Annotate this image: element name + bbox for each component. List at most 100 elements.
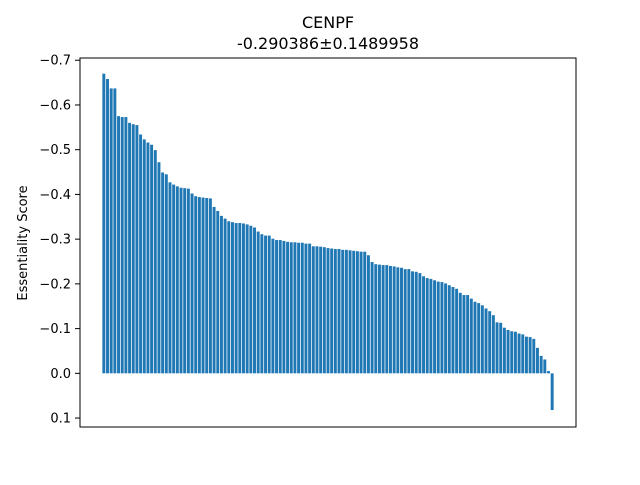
bar (499, 322, 503, 374)
bar (348, 250, 352, 374)
bar (142, 139, 146, 374)
bar (326, 248, 330, 374)
bar (392, 266, 396, 374)
bar (216, 210, 220, 374)
bar (440, 282, 444, 374)
bar (462, 295, 466, 374)
y-tick-label: −0.3 (39, 233, 71, 248)
bar (308, 243, 312, 374)
bar (249, 225, 253, 374)
bar (502, 327, 506, 374)
bar (433, 280, 437, 374)
bar (400, 267, 403, 374)
bar (175, 186, 179, 374)
bar (168, 182, 172, 374)
bar (521, 334, 525, 374)
bar (139, 134, 143, 374)
bar (344, 249, 348, 374)
bar (264, 235, 267, 374)
bar (458, 292, 462, 374)
bar (517, 333, 521, 374)
bar (370, 261, 374, 374)
y-tick-label: −0.4 (39, 188, 71, 203)
bar (495, 322, 499, 374)
bar (352, 250, 356, 374)
bar (227, 221, 231, 374)
bar (359, 251, 363, 374)
bar (366, 255, 370, 374)
bar (319, 246, 323, 374)
bar (186, 188, 190, 374)
bar (532, 338, 536, 374)
bar (447, 285, 451, 374)
y-tick-label: −0.2 (39, 277, 71, 292)
bar (286, 241, 290, 374)
bar (267, 235, 271, 374)
bar (418, 273, 422, 374)
bar (524, 336, 528, 374)
y-axis-ticks: 0.1 0.0 −0.1 −0.2 −0.3 −0.4 −0.5 −0.6 −0.7 (39, 54, 80, 427)
bar (128, 122, 132, 374)
bar (480, 305, 484, 374)
bar (300, 242, 304, 374)
y-tick-label: 0.0 (50, 367, 71, 382)
bar (194, 196, 198, 374)
bar (363, 251, 367, 374)
bar (289, 242, 293, 374)
bar (282, 240, 286, 374)
plot-frame (79, 57, 577, 428)
bar (117, 116, 121, 374)
bar (113, 88, 117, 374)
bar (205, 198, 209, 374)
bar (451, 287, 455, 374)
bar (333, 248, 337, 374)
bar (469, 298, 473, 374)
bar (550, 373, 554, 411)
bar (407, 269, 411, 374)
bar (124, 117, 128, 374)
y-tick-label: −0.5 (39, 143, 71, 158)
bar (102, 73, 106, 374)
bar (297, 242, 301, 374)
bar (488, 311, 492, 374)
y-tick-label: 0.1 (50, 412, 71, 427)
bar (212, 206, 216, 374)
y-tick-label: −0.7 (39, 54, 71, 69)
bar (172, 184, 176, 374)
bar (230, 222, 234, 374)
bar (374, 264, 378, 374)
bar (208, 198, 212, 374)
bar (179, 187, 183, 374)
bar (150, 144, 154, 374)
bar (131, 124, 135, 374)
bar (315, 246, 319, 374)
bar (455, 288, 459, 374)
bar (337, 248, 341, 374)
bar (411, 271, 414, 374)
bar (528, 337, 532, 374)
bar (429, 278, 433, 374)
bar (330, 248, 334, 374)
bar (491, 315, 495, 374)
bar (271, 238, 275, 374)
bar (201, 197, 205, 374)
bar (539, 355, 543, 374)
bar (223, 218, 227, 374)
bar (473, 301, 477, 374)
bar (219, 215, 223, 374)
bar (238, 223, 242, 374)
bar (242, 223, 245, 374)
bar (543, 359, 547, 374)
bar (157, 162, 161, 374)
bar (355, 251, 359, 374)
bar (183, 188, 187, 374)
bar (385, 265, 389, 374)
bar (396, 267, 400, 374)
y-tick-label: −0.6 (39, 98, 71, 113)
bar (260, 234, 264, 374)
bar (109, 88, 113, 374)
bar (444, 283, 448, 374)
bar (547, 371, 550, 374)
